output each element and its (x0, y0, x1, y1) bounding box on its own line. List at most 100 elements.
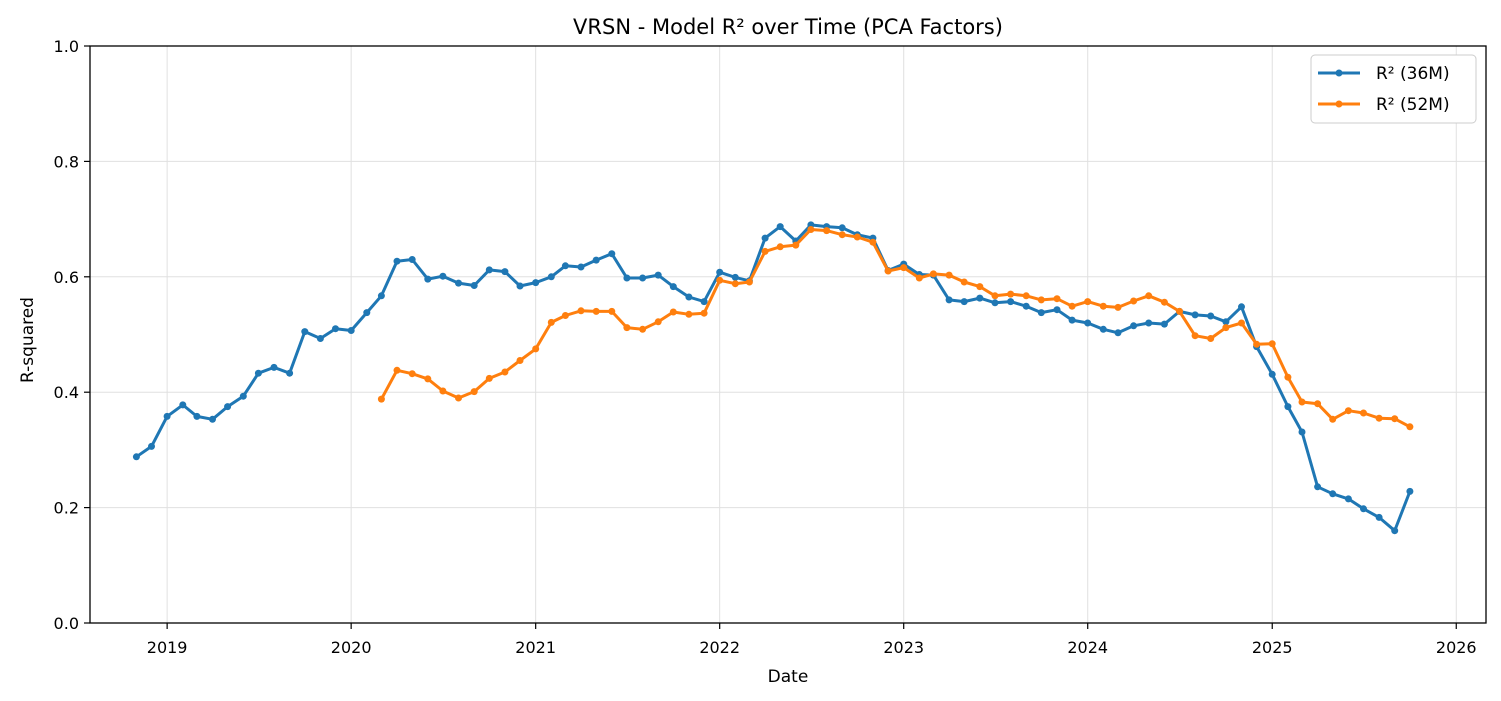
data-point (470, 388, 478, 396)
series-lines (132, 221, 1414, 535)
data-point (807, 226, 815, 233)
data-point (377, 395, 385, 403)
data-point (1360, 505, 1367, 513)
x-tick-label: 2020 (331, 638, 372, 657)
data-point (1145, 292, 1153, 300)
data-point (1007, 290, 1015, 298)
data-point (745, 278, 753, 286)
data-point (945, 296, 953, 304)
data-point (685, 293, 693, 301)
series-line (134, 223, 1412, 533)
data-point (1145, 319, 1153, 327)
data-point (592, 256, 600, 264)
legend-marker-52m (1335, 100, 1343, 108)
data-point (731, 273, 739, 281)
data-point (1053, 295, 1061, 303)
data-point (1238, 319, 1245, 327)
data-point (929, 270, 937, 278)
data-point (1053, 306, 1061, 314)
data-point (1022, 292, 1030, 300)
data-point (501, 268, 509, 276)
data-point (286, 369, 294, 377)
data-point (561, 262, 569, 270)
data-point (1084, 298, 1092, 306)
data-point (823, 227, 831, 235)
x-tick-label: 2026 (1436, 638, 1477, 657)
data-point (669, 308, 677, 316)
data-point (193, 412, 201, 420)
y-tick-label: 0.2 (54, 499, 79, 518)
series-36m (132, 221, 1414, 535)
data-point (1037, 296, 1045, 304)
data-point (455, 394, 462, 402)
data-point (577, 307, 585, 315)
data-point (1344, 407, 1352, 415)
data-point (1406, 487, 1414, 495)
data-point (516, 357, 524, 364)
data-point (1207, 335, 1215, 342)
data-point (1099, 302, 1107, 310)
data-point (1099, 325, 1107, 333)
data-point (316, 335, 324, 342)
data-point (915, 274, 923, 282)
data-point (1329, 490, 1337, 498)
data-point (608, 307, 616, 315)
data-point (1068, 316, 1076, 324)
data-point (1268, 340, 1276, 348)
data-point (239, 392, 247, 400)
data-point (1084, 319, 1092, 327)
data-point (991, 299, 999, 307)
data-point (654, 271, 662, 279)
data-point (1222, 324, 1230, 332)
y-axis-title: R-squared (18, 297, 38, 383)
data-point (347, 327, 355, 334)
data-point (1375, 414, 1383, 422)
x-tick-label: 2021 (515, 638, 556, 657)
data-point (1037, 309, 1045, 317)
legend-label-36m: R² (36M) (1376, 64, 1450, 84)
data-point (1191, 311, 1199, 319)
data-point (439, 387, 447, 395)
data-point (1207, 312, 1215, 320)
data-point (132, 453, 140, 461)
data-point (1391, 415, 1399, 423)
data-point (1238, 303, 1245, 311)
data-point (439, 272, 447, 280)
data-point (716, 276, 724, 284)
data-point (148, 442, 155, 450)
data-point (700, 298, 708, 306)
data-point (1253, 340, 1261, 348)
data-point (639, 274, 647, 282)
y-tick-label: 0.8 (54, 152, 79, 171)
x-axis-title: Date (768, 667, 809, 687)
data-point (1406, 423, 1414, 431)
data-point (1007, 298, 1015, 306)
data-point (408, 256, 416, 263)
data-point (363, 309, 371, 317)
data-point (884, 267, 892, 275)
data-point (163, 412, 171, 420)
data-point (991, 292, 999, 300)
data-point (776, 243, 784, 251)
data-point (1284, 403, 1292, 411)
data-point (1284, 373, 1292, 381)
data-point (532, 345, 540, 353)
data-point (716, 268, 724, 276)
data-point (700, 309, 708, 317)
data-point (869, 238, 877, 246)
data-point (1391, 527, 1399, 535)
data-point (1022, 302, 1030, 310)
data-point (639, 325, 647, 333)
data-point (761, 247, 769, 255)
data-point (1375, 513, 1383, 521)
legend-label-52m: R² (52M) (1376, 95, 1450, 115)
data-point (547, 273, 555, 281)
data-point (393, 257, 401, 265)
data-point (669, 283, 677, 291)
data-point (792, 241, 800, 249)
data-point (1160, 298, 1168, 306)
data-point (393, 366, 401, 374)
grid-lines (90, 45, 1486, 624)
y-tick-label: 0.4 (54, 383, 79, 402)
